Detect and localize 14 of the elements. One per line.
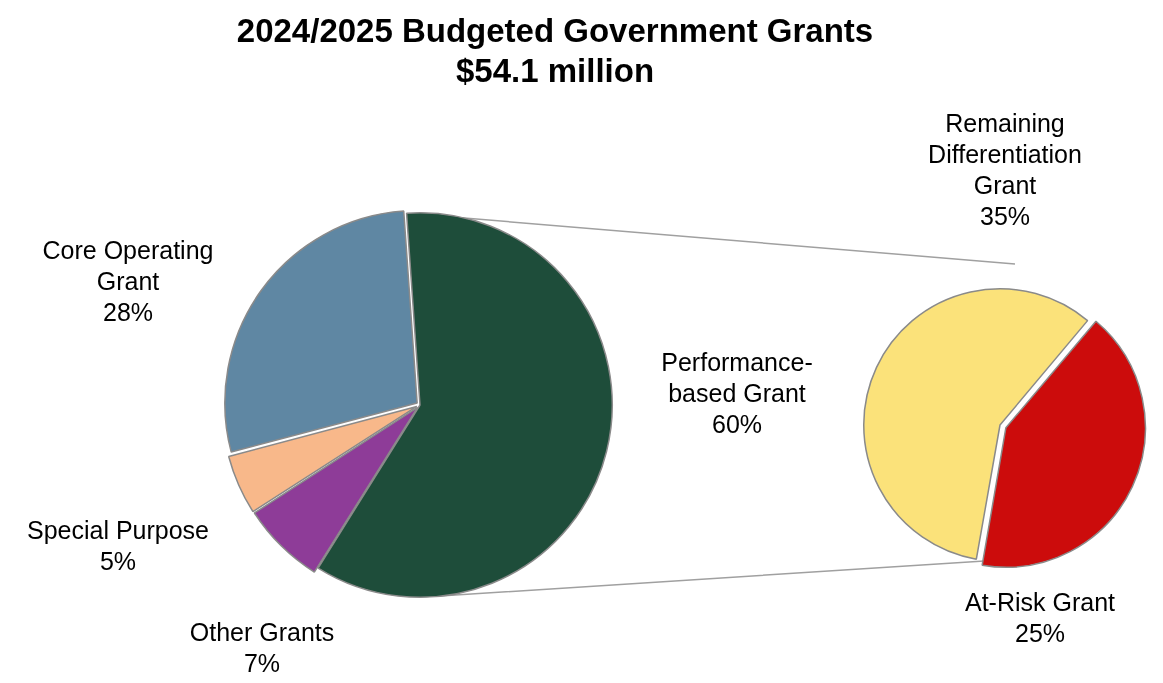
data-label: 60% [711, 409, 763, 438]
data-label: 35% [979, 202, 1031, 231]
slice-label: Performance-based Grant [661, 347, 813, 407]
data-label: 28% [102, 297, 154, 326]
data-label: 7% [243, 649, 281, 678]
data-label: 5% [99, 547, 137, 576]
slice-label: At-Risk Grant [964, 588, 1116, 617]
slice-label: Other Grants [189, 618, 335, 647]
slice-label: Core Operating Grant [42, 235, 214, 295]
slice-label: Special Purpose [26, 516, 210, 545]
data-label: 25% [1014, 619, 1066, 648]
chart-title: 2024/2025 Budgeted Government Grants [235, 12, 875, 50]
chart-subtitle: $54.1 million [454, 52, 656, 90]
slice-label: Remaining Differentiation Grant [928, 109, 1082, 200]
